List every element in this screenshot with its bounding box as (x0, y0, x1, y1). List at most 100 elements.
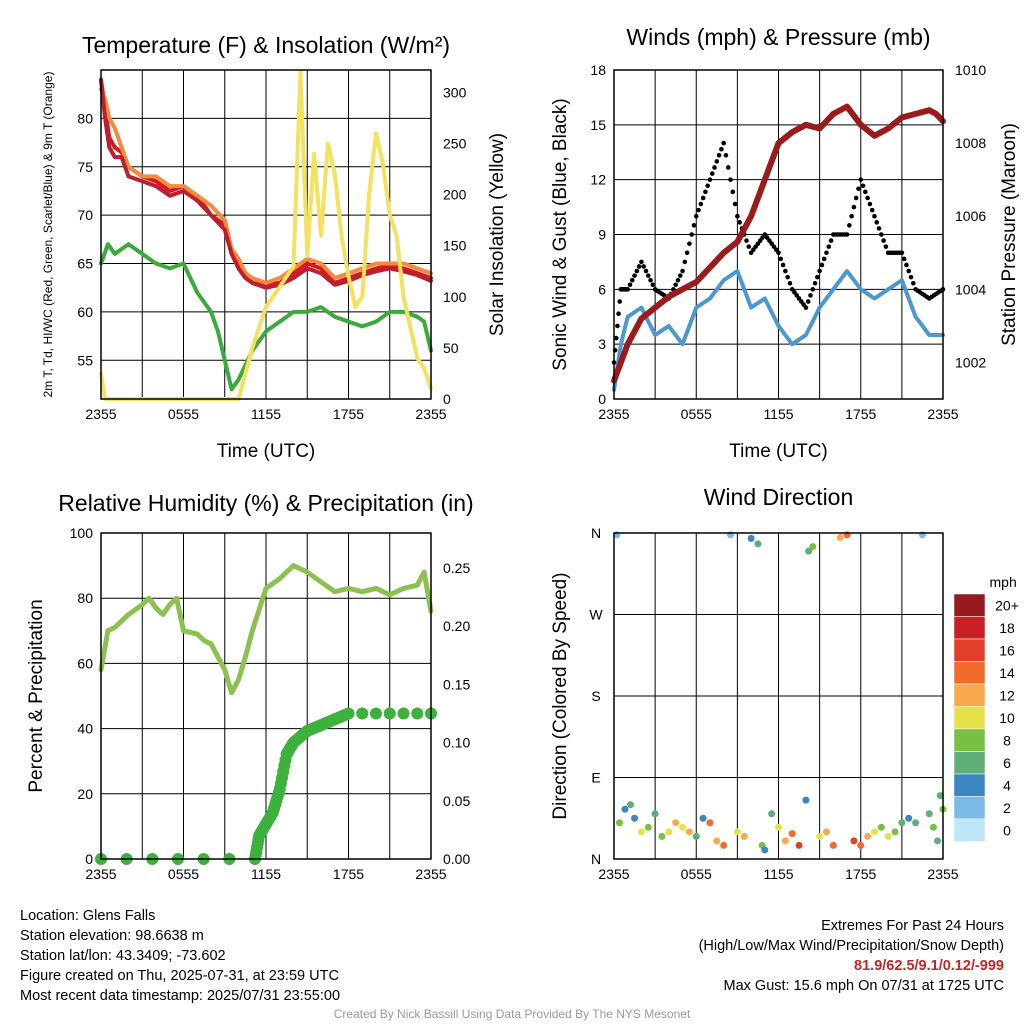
direction-point (733, 828, 741, 836)
direction-point (644, 823, 652, 831)
x-tick-label: 1155 (763, 866, 793, 882)
y2-tick-label: 100 (443, 289, 467, 305)
y-tick-label: 80 (77, 110, 93, 126)
legend-label: 20+ (995, 597, 1019, 613)
series-point (821, 256, 827, 262)
y-tick-label: 40 (77, 721, 93, 737)
series-point (826, 244, 832, 249)
series-point (847, 223, 852, 228)
y-tick-label: 55 (77, 352, 93, 368)
direction-point (685, 828, 693, 836)
direction-point (699, 814, 707, 822)
series-point (616, 311, 621, 317)
legend-label: 0 (1003, 822, 1011, 838)
direction-point (795, 841, 803, 849)
y-tick-label: S (591, 688, 600, 704)
direction-point (857, 841, 865, 849)
x-axis-label: Time (UTC) (729, 441, 828, 462)
y2-tick-label: 250 (443, 136, 467, 152)
direction-point (615, 819, 623, 827)
series-point (650, 282, 656, 288)
y-tick-label: N (591, 525, 601, 541)
legend-swatch (953, 661, 986, 685)
chart-title-2: Relative Humidity (%) & Precipitation (i… (58, 490, 473, 516)
chart-title-3: Wind Direction (704, 484, 854, 510)
series-point (617, 299, 623, 304)
series-point (906, 268, 912, 274)
series-point (696, 207, 701, 213)
legend-swatch (953, 796, 986, 820)
x-tick-label: 0555 (681, 406, 712, 422)
y-tick-label: 18 (590, 62, 606, 78)
series-point (634, 268, 640, 274)
series-point (615, 323, 620, 329)
series-point (844, 232, 850, 237)
series-point (808, 293, 813, 298)
plot-frame (100, 69, 432, 400)
series-point (910, 280, 916, 286)
series-point (817, 268, 822, 274)
y-tick-label: 15 (590, 117, 606, 133)
series-point (342, 707, 355, 720)
series-point (716, 152, 722, 158)
series-point (383, 707, 396, 720)
series-point (709, 171, 715, 176)
x-tick-label: 1755 (333, 406, 364, 422)
elevation-text: Station elevation: 98.6638 m (20, 928, 204, 944)
series-point (643, 268, 649, 274)
direction-point (658, 832, 666, 840)
series-point (785, 274, 790, 280)
series-point (858, 177, 864, 182)
legend-swatch (953, 706, 986, 730)
extremes-title: Extremes For Past 24 Hours (821, 918, 1004, 934)
series-point (648, 277, 653, 283)
direction-point (898, 819, 906, 827)
created-text: Figure created on Thu, 2025-07-31, at 23… (20, 968, 339, 984)
series-point (730, 189, 736, 195)
direction-point (706, 819, 714, 827)
series-point (732, 201, 738, 207)
direction-point (870, 828, 878, 836)
legend-label: 14 (999, 665, 1015, 681)
x-tick-label: 1155 (763, 406, 793, 422)
series-point (682, 259, 688, 265)
direction-point (891, 828, 899, 836)
credit-text: Created By Nick Bassill Using Data Provi… (333, 1007, 691, 1021)
series-point (687, 241, 692, 246)
y-tick-label: 0 (85, 851, 93, 867)
y2-tick-label: 1008 (955, 135, 986, 151)
series-point (899, 250, 905, 256)
series-point (723, 152, 729, 158)
series-point (856, 186, 861, 192)
y2-tick-label: 1002 (955, 354, 986, 370)
series-point (780, 262, 786, 268)
series-line (611, 103, 946, 384)
series-point (853, 195, 859, 201)
legend-label: 8 (1003, 732, 1011, 748)
series-point (735, 213, 740, 219)
direction-point (781, 837, 789, 845)
series-point (787, 280, 793, 286)
legend-swatch (953, 683, 986, 707)
direction-point (934, 837, 942, 845)
direction-point (805, 547, 813, 555)
series-point (641, 264, 647, 269)
legend-label: 2 (1003, 800, 1011, 816)
series-point (812, 280, 818, 286)
series-line (98, 563, 434, 696)
direction-point (925, 810, 933, 818)
series-point (860, 183, 866, 189)
series-point (705, 183, 710, 189)
series-point (776, 250, 781, 256)
x-tick-label: 2355 (598, 406, 629, 422)
y-axis-label: Direction (Colored By Speed) (550, 572, 571, 819)
series-point (783, 268, 788, 274)
series-point (700, 195, 706, 201)
y-tick-label: E (591, 770, 600, 786)
legend-label: 12 (999, 687, 1015, 703)
series-point (824, 250, 829, 256)
y-tick-label: 20 (77, 786, 93, 802)
direction-point (651, 810, 659, 818)
y-tick-label: 70 (77, 207, 93, 223)
